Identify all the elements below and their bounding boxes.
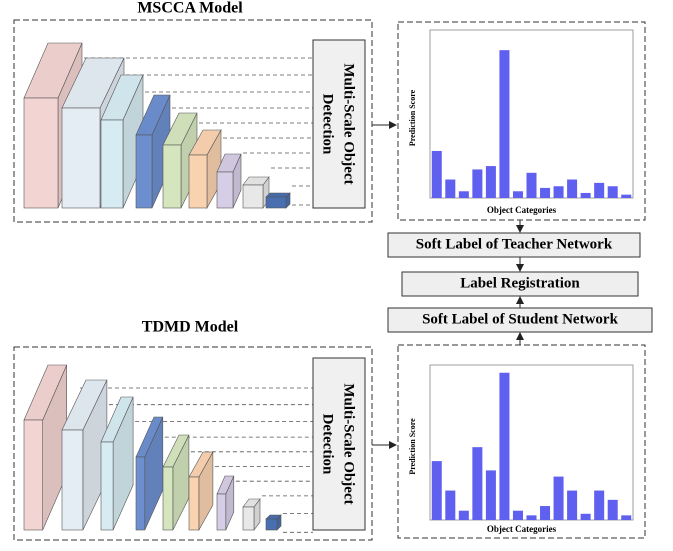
bar	[512, 510, 523, 520]
bar	[621, 194, 632, 198]
detector-label: Detection	[320, 414, 336, 475]
bar	[485, 166, 496, 198]
block-front	[216, 493, 227, 531]
bar	[458, 510, 469, 520]
bar	[526, 515, 537, 520]
top-model-box	[13, 19, 373, 223]
bar	[445, 490, 456, 520]
bar	[472, 169, 483, 198]
bar	[526, 172, 537, 198]
block-front	[216, 171, 234, 209]
bar	[553, 186, 564, 198]
block-top	[265, 192, 291, 198]
bar	[540, 187, 551, 198]
detector-box	[312, 39, 366, 209]
y-axis-label: Prediction Score	[408, 89, 417, 146]
bottom-model-box	[13, 346, 373, 541]
detector-label: Detection	[320, 94, 336, 155]
step-label: Soft Label of Student Network	[422, 311, 618, 327]
chart-box	[397, 21, 646, 221]
bar	[594, 490, 605, 520]
detector-box	[312, 357, 366, 531]
bar	[540, 506, 551, 520]
block-front	[242, 506, 255, 531]
bar	[567, 179, 578, 198]
block-front	[61, 107, 101, 209]
chart-box	[397, 344, 646, 539]
block-front	[100, 441, 114, 531]
block-front	[135, 456, 146, 531]
block-front	[162, 144, 182, 209]
bar	[445, 179, 456, 198]
block-front	[61, 429, 84, 531]
step-box	[401, 271, 639, 297]
bar	[499, 372, 510, 520]
bar	[607, 499, 618, 520]
detector-label: Multi-Scale Object	[341, 63, 357, 184]
bar	[431, 461, 442, 520]
bar	[580, 513, 591, 520]
block-front	[188, 154, 208, 209]
block-front	[135, 134, 153, 209]
networks	[23, 42, 313, 533]
bar	[499, 50, 510, 198]
block-front	[100, 119, 124, 209]
bar	[472, 447, 483, 520]
y-axis-label: Prediction Score	[408, 418, 417, 475]
x-axis-label: Object Categories	[487, 205, 557, 215]
bar	[621, 515, 632, 520]
bar	[458, 191, 469, 198]
step-label: Label Registration	[460, 275, 580, 291]
block-front	[188, 476, 200, 531]
step-label: Soft Label of Teacher Network	[416, 236, 613, 252]
block-front	[242, 184, 264, 209]
block-front	[162, 466, 174, 531]
bar	[553, 476, 564, 520]
bar	[580, 192, 591, 198]
block-front	[265, 196, 287, 209]
bar	[567, 490, 578, 520]
bar	[485, 470, 496, 520]
bar	[512, 191, 523, 198]
x-axis-label: Object Categories	[487, 524, 557, 534]
bottom-model-title: TDMD Model	[142, 319, 239, 336]
bar	[594, 182, 605, 198]
block-front	[23, 419, 44, 531]
step-box	[387, 307, 653, 333]
bar	[607, 186, 618, 198]
block-front	[23, 97, 59, 209]
bar	[431, 150, 442, 198]
detector-label: Multi-Scale Object	[341, 383, 357, 504]
step-box	[387, 232, 641, 258]
top-model-title: MSCCA Model	[137, 0, 243, 17]
block-front	[265, 518, 278, 531]
